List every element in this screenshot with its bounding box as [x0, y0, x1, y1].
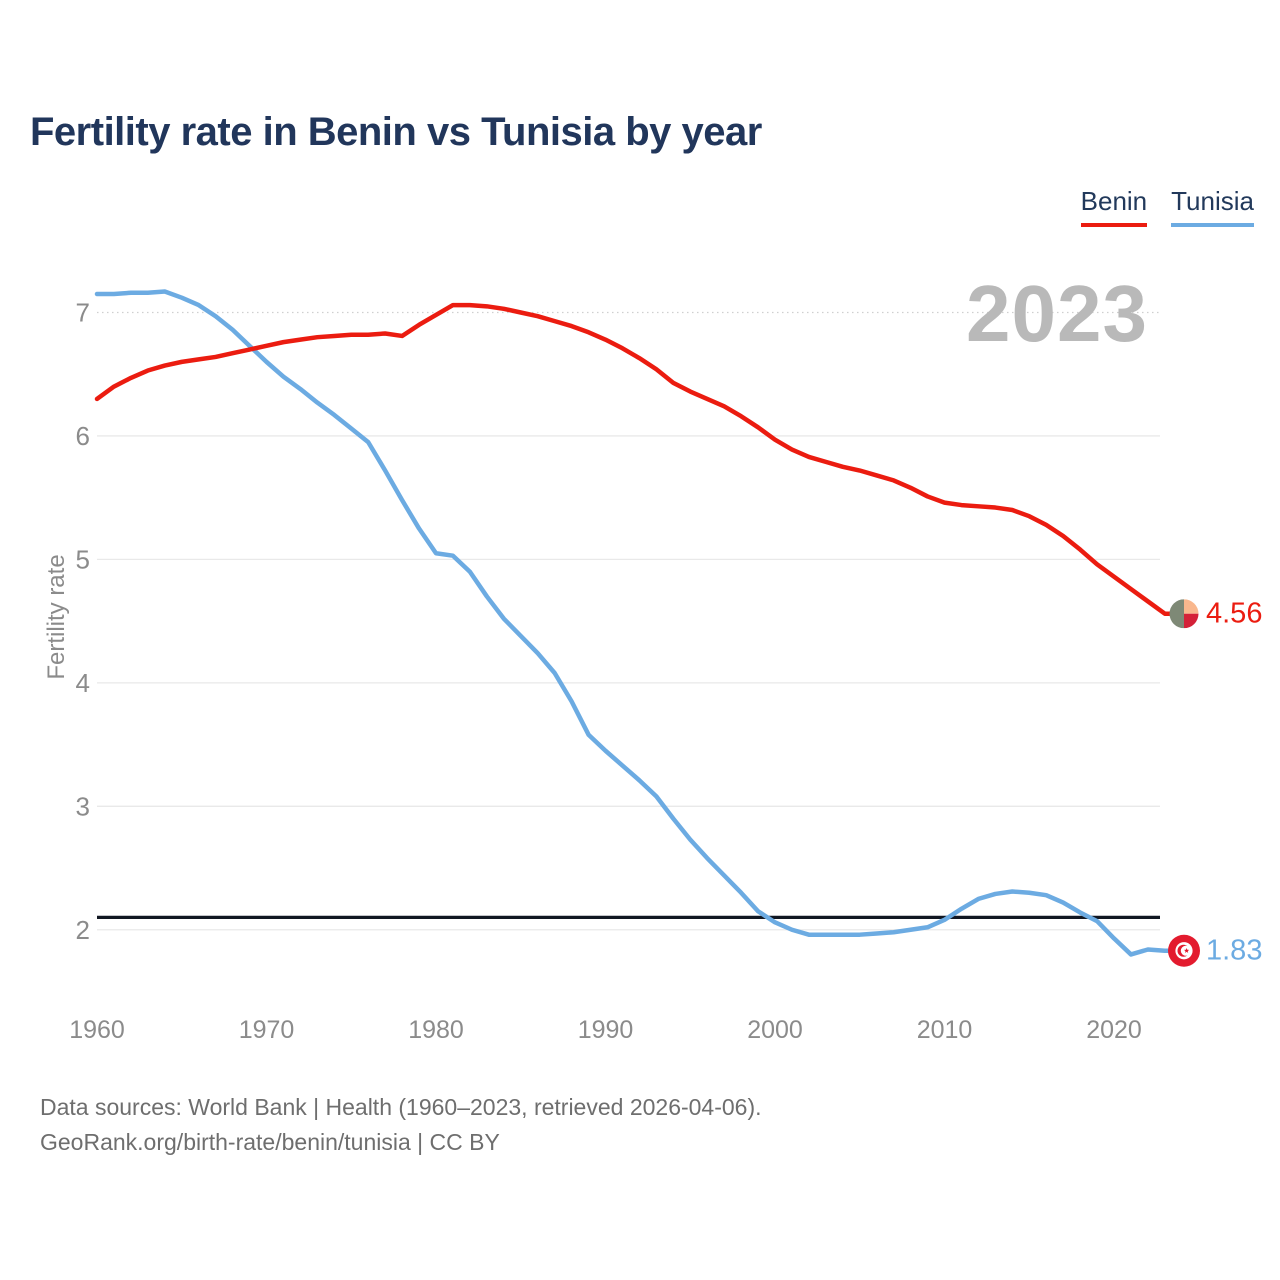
- y-tick-label: 3: [76, 791, 90, 821]
- y-tick-label: 5: [76, 544, 90, 574]
- x-tick-label: 2020: [1086, 1016, 1142, 1044]
- y-tick-label: 2: [76, 915, 90, 945]
- benin-end-value-label: 4.56: [1206, 597, 1263, 630]
- x-tick-label: 1970: [239, 1016, 295, 1044]
- legend-item-benin[interactable]: Benin: [1080, 186, 1148, 227]
- footer: Data sources: World Bank | Health (1960–…: [40, 1090, 762, 1160]
- y-tick-label: 6: [76, 421, 90, 451]
- year-watermark: 2023: [966, 269, 1148, 358]
- y-tick-label: 4: [76, 668, 90, 698]
- y-tick-label: 7: [76, 298, 90, 328]
- x-tick-label: 1980: [408, 1016, 464, 1044]
- legend: Benin Tunisia: [1080, 186, 1254, 227]
- legend-item-tunisia[interactable]: Tunisia: [1171, 186, 1254, 227]
- footer-sources-line: Data sources: World Bank | Health (1960–…: [40, 1094, 762, 1120]
- x-tick-label: 2000: [747, 1016, 803, 1044]
- page-title: Fertility rate in Benin vs Tunisia by ye…: [30, 110, 762, 154]
- tunisia-end-value-label: 1.83: [1206, 934, 1263, 967]
- x-tick-label: 1960: [69, 1016, 125, 1044]
- x-tick-label: 2010: [917, 1016, 973, 1044]
- tunisia-flag-icon: [1168, 934, 1200, 967]
- benin-flag-icon: [1169, 599, 1199, 629]
- footer-attribution-line: GeoRank.org/birth-rate/benin/tunisia | C…: [40, 1129, 500, 1155]
- benin-series-line[interactable]: [94, 302, 1175, 616]
- tunisia-series-line[interactable]: [94, 289, 1175, 957]
- x-tick-label: 1990: [578, 1016, 634, 1044]
- y-axis-title: Fertility rate: [43, 554, 70, 680]
